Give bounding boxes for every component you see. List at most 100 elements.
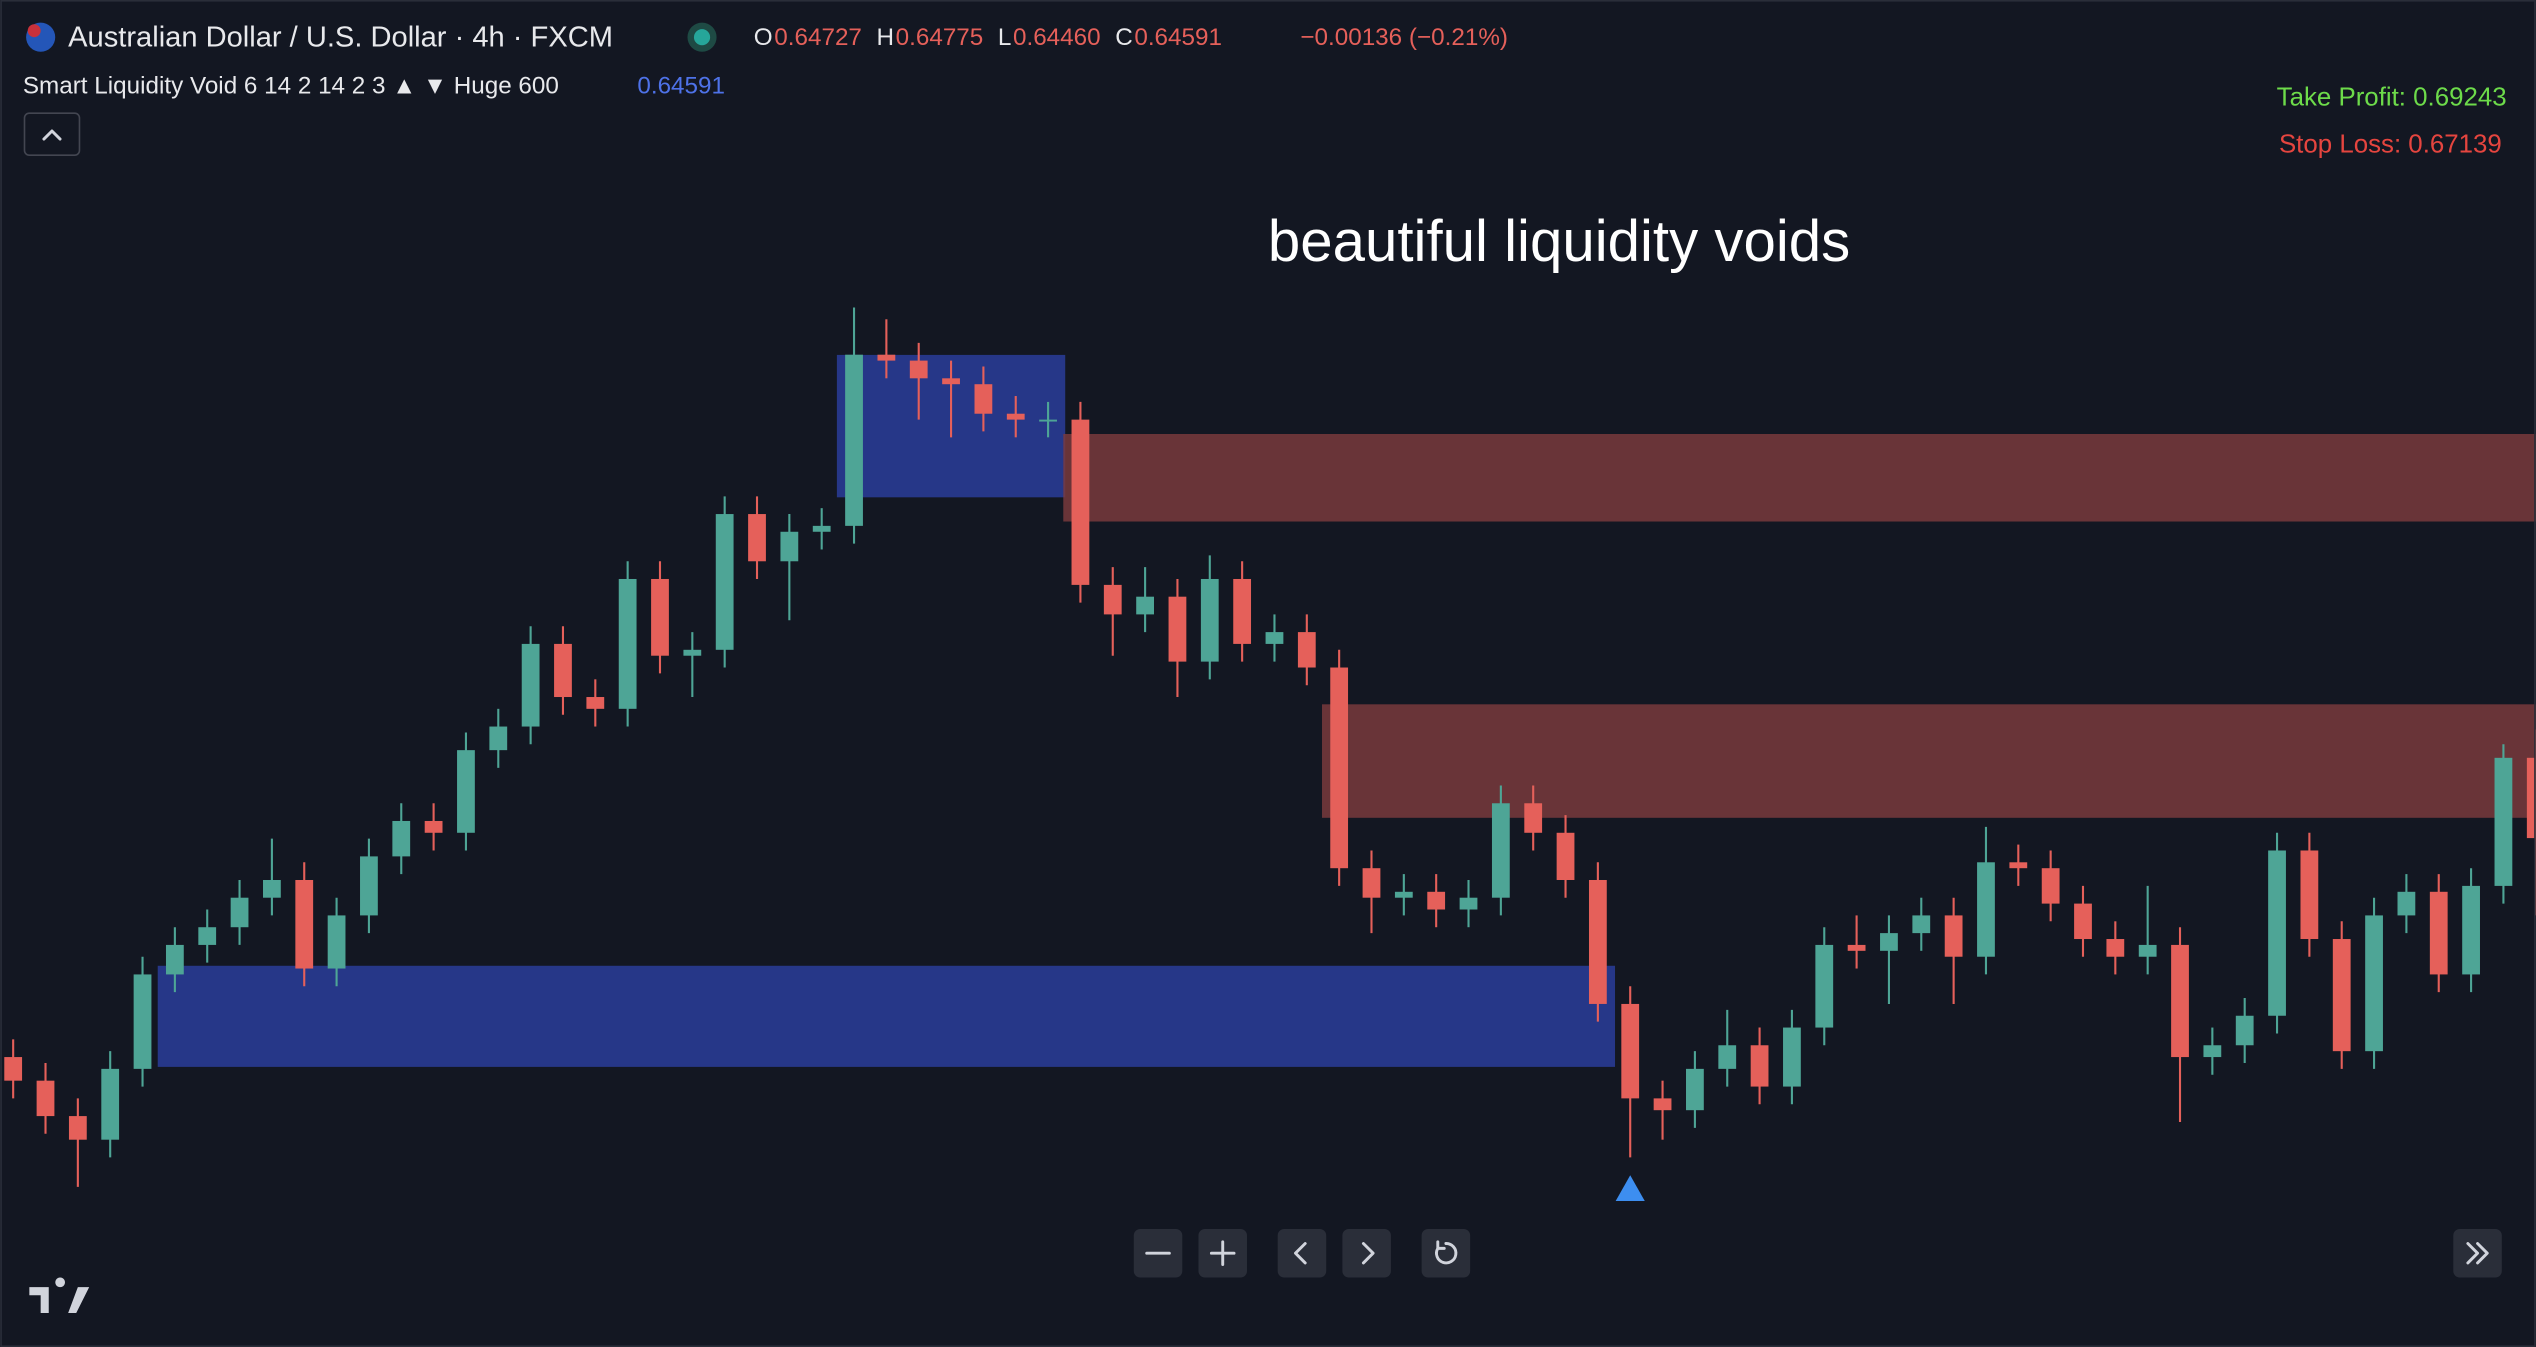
ohlc-value: 0.64591	[1134, 24, 1222, 51]
scroll-right-button[interactable]	[1342, 1228, 1391, 1278]
candle-body	[974, 384, 993, 414]
candle-body	[1588, 879, 1607, 1004]
candle-body	[1880, 933, 1898, 951]
candle-body	[1718, 1045, 1737, 1069]
scroll-right-icon	[1361, 1242, 1375, 1265]
candle-body	[101, 1068, 120, 1140]
liquidity-void	[157, 965, 1616, 1067]
candle-body	[521, 643, 540, 727]
scroll-end-icon	[2466, 1242, 2489, 1265]
candle-body	[1071, 419, 1090, 585]
symbol-title: Australian Dollar / U.S. Dollar · 4h · F…	[68, 21, 613, 53]
change: −0.00136 (−0.21%)	[1300, 24, 1508, 51]
scroll-left-icon	[1294, 1242, 1307, 1265]
candle-body	[877, 354, 896, 361]
candle-body	[2074, 903, 2092, 940]
candle-body	[1815, 944, 1834, 1028]
candle-body	[2203, 1045, 2222, 1058]
flag-icon-detail	[27, 24, 41, 38]
candle-body	[489, 726, 508, 751]
candle-body	[424, 820, 443, 833]
reset-button[interactable]	[1421, 1228, 1471, 1278]
candle-body	[1653, 1098, 1672, 1111]
candle-body	[651, 578, 669, 656]
candle-body	[2365, 915, 2383, 1052]
indicator-value: 0.64591	[637, 73, 725, 100]
candle-body	[295, 879, 314, 969]
candle-body	[457, 750, 475, 833]
annotation: beautiful liquidity voids	[1268, 209, 1850, 274]
candle-body	[1847, 944, 1866, 951]
candle-body	[1783, 1027, 1801, 1087]
candle-body	[360, 856, 378, 916]
zoom-in-icon	[1209, 1240, 1236, 1266]
market-status-dot	[693, 29, 711, 46]
candle-body	[1621, 1003, 1640, 1099]
zones	[157, 354, 2536, 1067]
candle-body	[1750, 1045, 1769, 1087]
candle-body	[2397, 891, 2416, 916]
ohlc-values: O 0.64727 H 0.64775 L 0.64460 C 0.64591	[754, 24, 1222, 51]
indicator-name: Smart Liquidity Void 6 14 2 14 2 3 ▲ ▼ H…	[23, 73, 559, 100]
candle-body	[1394, 891, 1413, 898]
candle-body	[68, 1116, 87, 1140]
candle-body	[198, 927, 217, 945]
candle-body	[2235, 1015, 2254, 1046]
candle-body	[1686, 1068, 1704, 1111]
buy-signal	[1615, 1175, 1645, 1202]
candle-body	[2009, 862, 2028, 869]
ohlc-value: 0.64775	[896, 24, 984, 51]
candle-body	[1977, 862, 1995, 957]
candle-body	[748, 514, 766, 562]
ohlc-value: 0.64460	[1013, 24, 1101, 51]
candle-body	[2106, 939, 2125, 957]
candle-body	[1912, 915, 1931, 934]
candle-body	[1556, 832, 1575, 880]
candle-body	[1200, 578, 1219, 662]
candle-body	[812, 525, 831, 532]
collapse-icon	[42, 129, 62, 141]
scroll-left-button[interactable]	[1277, 1228, 1327, 1278]
candle-body	[683, 649, 702, 656]
candle-body	[942, 378, 960, 385]
candle-body	[1297, 632, 1316, 668]
tradingview-logo	[29, 1277, 90, 1314]
candle-body	[618, 578, 637, 709]
candle-body	[133, 974, 152, 1069]
candle-body	[909, 360, 928, 379]
candle-body	[2300, 850, 2319, 940]
candle-body	[845, 354, 863, 526]
candle-body	[1006, 413, 1025, 420]
ohlc-label: L	[998, 24, 1012, 51]
stop-loss: Stop Loss: 0.67139	[2279, 130, 2502, 158]
candle-body	[1103, 584, 1122, 615]
reset-icon	[1435, 1240, 1458, 1265]
candle-body	[1233, 578, 1252, 644]
take-profit: Take Profit: 0.69243	[2277, 83, 2507, 111]
candle-body	[2138, 944, 2157, 957]
candle-body	[1459, 897, 1478, 910]
candle-body	[2041, 868, 2060, 904]
candle-body	[1265, 632, 1284, 644]
candle-body	[2332, 939, 2351, 1052]
candle-body	[1491, 803, 1510, 898]
candle-body	[715, 514, 734, 650]
candle-body	[2526, 757, 2536, 839]
candle-body	[1524, 803, 1543, 833]
ohlc-label: O	[754, 24, 773, 51]
candle-body	[1944, 915, 1963, 957]
candle-body	[2171, 944, 2189, 1058]
candle-body	[2462, 885, 2480, 975]
candle-body	[1330, 667, 1349, 869]
collapse-button[interactable]	[23, 112, 81, 157]
liquidity-void	[1063, 433, 2536, 522]
candle-body	[1362, 868, 1381, 898]
candle-body	[263, 879, 281, 898]
candle-body	[1427, 891, 1446, 910]
candle-body	[2268, 850, 2286, 1016]
ohlc-label: C	[1115, 24, 1133, 51]
candle-body	[392, 820, 411, 857]
candle-body	[230, 897, 249, 928]
